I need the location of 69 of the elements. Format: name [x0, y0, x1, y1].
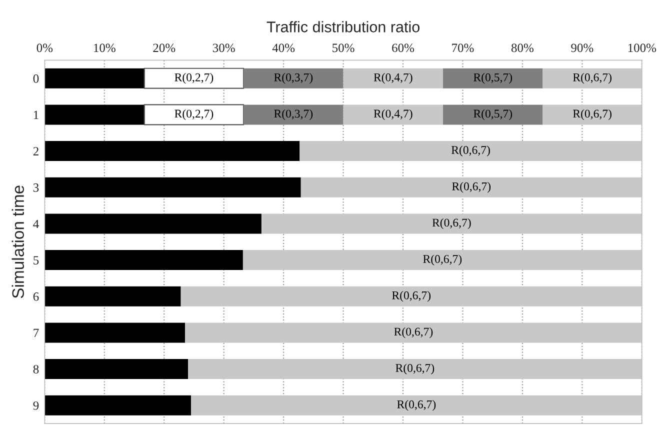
series-label: R(0,5,7)	[474, 109, 512, 120]
series-label: R(0,6,7)	[572, 109, 612, 120]
x-tick-label: 40%	[272, 44, 295, 52]
bar	[188, 359, 642, 380]
bar	[244, 68, 344, 88]
bar	[44, 141, 300, 162]
y-tick-label: 8	[33, 365, 39, 374]
x-tick-label: 20%	[153, 44, 176, 52]
bar	[300, 141, 642, 162]
bar	[44, 68, 144, 88]
y-tick-label: 9	[33, 401, 39, 410]
y-tick-label: 2	[33, 147, 38, 156]
text: R(0,4,7)	[374, 73, 412, 84]
x-tick-label: 10%	[94, 44, 116, 52]
bar	[242, 250, 642, 270]
bar	[44, 104, 144, 125]
y-tick-label: 4	[33, 220, 39, 228]
y-tick-label: 3	[33, 183, 39, 192]
text: R(0,6,7)	[423, 254, 462, 266]
bar	[180, 286, 642, 306]
series-label: R(0,2,7)	[174, 109, 214, 120]
bar	[343, 68, 444, 88]
bar	[190, 395, 642, 416]
text: R(0,6,7)	[451, 146, 490, 156]
bar	[261, 214, 642, 234]
bar	[44, 177, 301, 198]
bar	[144, 68, 244, 89]
bar	[44, 286, 181, 306]
bar	[300, 177, 642, 198]
bar	[443, 104, 543, 125]
bar	[44, 359, 188, 380]
x-tick-label: 80%	[511, 44, 534, 52]
x-axis-title: Traffic distribution ratio	[266, 21, 420, 32]
series-label: R(0,3,7)	[274, 109, 313, 120]
bar	[185, 322, 642, 343]
x-tick-label: 60%	[392, 44, 414, 52]
bar	[44, 322, 186, 343]
text: R(0,2,7)	[174, 73, 214, 84]
bar	[144, 104, 244, 126]
y-tick-label: 0	[33, 74, 39, 83]
text: R(0,6,7)	[396, 364, 434, 374]
y-tick-label: 7	[34, 328, 39, 338]
text: R(0,6,7)	[397, 400, 436, 411]
bar	[44, 395, 191, 416]
bar	[542, 104, 642, 125]
x-tick-label: 90%	[571, 44, 594, 52]
x-tick-label: 70%	[452, 44, 474, 52]
bar	[44, 214, 262, 234]
text: R(0,6,7)	[452, 182, 491, 193]
y-axis-title: Simulation time	[12, 186, 24, 298]
text: R(0,6,7)	[394, 327, 433, 338]
text: R(0,5,7)	[474, 73, 512, 84]
series-label: R(0,4,7)	[374, 109, 412, 120]
x-tick-label: 30%	[212, 44, 235, 52]
text: R(0,3,7)	[274, 73, 313, 84]
x-tick-label: 50%	[332, 44, 354, 52]
x-tick-label: 0%	[36, 44, 53, 52]
y-tick-label: 6	[33, 292, 39, 301]
x-tick-label: 100%	[628, 44, 656, 52]
y-tick-label: 1	[34, 110, 38, 120]
y-tick-label: 5	[34, 256, 39, 264]
bar	[44, 250, 243, 270]
text: R(0,6,7)	[432, 218, 471, 230]
bar	[343, 104, 444, 125]
text: R(0,6,7)	[572, 73, 612, 84]
bar	[244, 104, 344, 125]
text: R(0,6,7)	[392, 291, 431, 302]
bar	[542, 68, 642, 88]
bar	[443, 68, 543, 88]
